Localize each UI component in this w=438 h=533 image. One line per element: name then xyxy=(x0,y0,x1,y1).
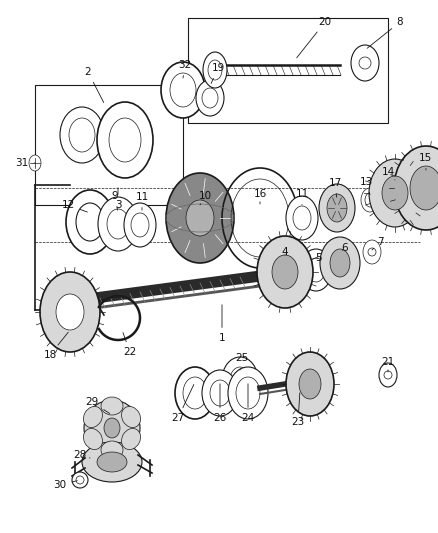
Text: 5: 5 xyxy=(314,253,321,263)
Text: 24: 24 xyxy=(241,384,254,423)
Text: 3: 3 xyxy=(115,188,121,210)
Text: 6: 6 xyxy=(342,243,348,253)
Ellipse shape xyxy=(175,367,215,419)
Bar xyxy=(35,85,183,205)
Ellipse shape xyxy=(257,236,313,308)
Ellipse shape xyxy=(320,237,360,289)
Ellipse shape xyxy=(272,255,298,289)
Text: 32: 32 xyxy=(178,60,192,78)
Ellipse shape xyxy=(319,184,355,232)
Text: 28: 28 xyxy=(74,450,90,460)
Ellipse shape xyxy=(97,452,127,472)
Text: 25: 25 xyxy=(235,353,249,370)
Ellipse shape xyxy=(222,357,258,403)
Text: 20: 20 xyxy=(297,17,332,58)
Ellipse shape xyxy=(203,52,227,88)
Ellipse shape xyxy=(101,441,123,459)
Text: 31: 31 xyxy=(15,158,35,168)
Text: 14: 14 xyxy=(381,167,395,180)
Ellipse shape xyxy=(286,196,318,240)
Ellipse shape xyxy=(98,197,138,251)
Text: 4: 4 xyxy=(282,247,288,257)
Ellipse shape xyxy=(161,62,205,118)
Ellipse shape xyxy=(104,418,120,438)
Ellipse shape xyxy=(121,407,141,427)
Text: 21: 21 xyxy=(381,357,395,372)
Text: 30: 30 xyxy=(53,480,77,490)
Text: 15: 15 xyxy=(418,153,431,170)
Ellipse shape xyxy=(82,442,142,482)
Ellipse shape xyxy=(196,80,224,116)
Ellipse shape xyxy=(300,249,332,291)
Ellipse shape xyxy=(351,45,379,81)
Ellipse shape xyxy=(382,176,408,210)
Ellipse shape xyxy=(56,294,84,330)
Ellipse shape xyxy=(202,370,238,416)
Text: 29: 29 xyxy=(85,397,110,414)
Text: 16: 16 xyxy=(253,189,267,204)
Ellipse shape xyxy=(186,200,214,236)
Text: 12: 12 xyxy=(61,200,88,212)
Ellipse shape xyxy=(166,173,234,263)
Ellipse shape xyxy=(228,367,268,419)
Text: 11: 11 xyxy=(135,192,148,210)
Text: 26: 26 xyxy=(213,384,226,423)
Ellipse shape xyxy=(124,203,156,247)
Ellipse shape xyxy=(379,363,397,387)
Text: 17: 17 xyxy=(328,178,342,197)
Circle shape xyxy=(72,472,88,488)
Text: 11: 11 xyxy=(295,189,309,205)
Bar xyxy=(188,18,388,123)
Ellipse shape xyxy=(410,166,438,210)
Text: 13: 13 xyxy=(359,177,373,195)
Ellipse shape xyxy=(40,272,100,352)
Text: 7: 7 xyxy=(372,237,383,250)
Circle shape xyxy=(359,57,371,69)
Ellipse shape xyxy=(327,194,347,222)
Text: 19: 19 xyxy=(211,63,225,84)
Text: 9: 9 xyxy=(112,191,118,210)
Ellipse shape xyxy=(97,102,153,178)
Text: 23: 23 xyxy=(291,393,304,427)
Text: 27: 27 xyxy=(171,384,194,423)
Ellipse shape xyxy=(299,369,321,399)
Text: 10: 10 xyxy=(198,191,212,205)
Text: 2: 2 xyxy=(85,67,104,102)
Ellipse shape xyxy=(361,188,379,212)
Ellipse shape xyxy=(286,352,334,416)
Ellipse shape xyxy=(66,190,114,254)
Ellipse shape xyxy=(83,429,102,449)
Ellipse shape xyxy=(29,155,41,171)
Ellipse shape xyxy=(121,429,141,449)
Ellipse shape xyxy=(84,400,140,456)
Text: 22: 22 xyxy=(123,333,137,357)
Ellipse shape xyxy=(394,146,438,230)
Text: 8: 8 xyxy=(367,17,403,49)
Ellipse shape xyxy=(369,159,421,227)
Ellipse shape xyxy=(330,249,350,277)
Ellipse shape xyxy=(363,240,381,264)
Ellipse shape xyxy=(101,397,123,415)
Ellipse shape xyxy=(83,407,102,427)
Ellipse shape xyxy=(60,107,104,163)
Text: 1: 1 xyxy=(219,305,225,343)
Text: 18: 18 xyxy=(43,332,68,360)
